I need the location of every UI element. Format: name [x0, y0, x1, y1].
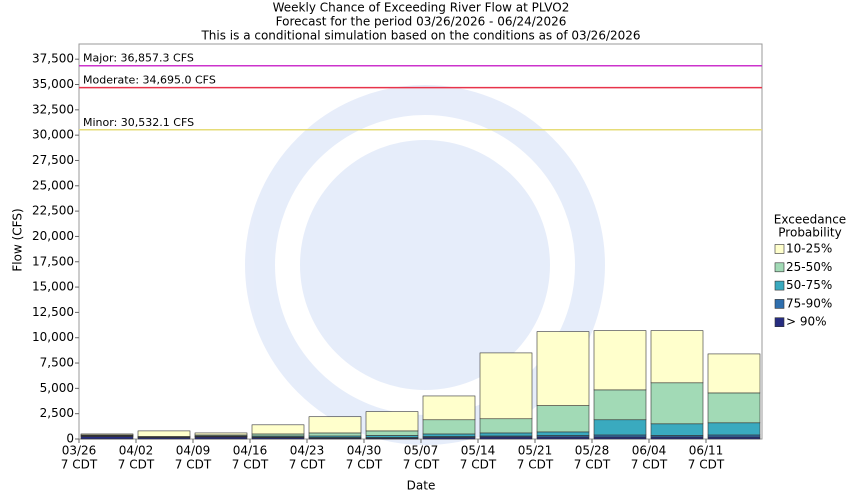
x-tick-label: 06/04: [632, 444, 667, 458]
y-tick-label: 2,500: [40, 406, 74, 420]
bar-segment: [80, 436, 134, 440]
bar-segment: [479, 352, 533, 420]
x-tick-sublabel: 7 CDT: [118, 458, 155, 472]
bar-segment: [707, 422, 761, 436]
chart-title: Forecast for the period 03/26/2026 - 06/…: [276, 15, 567, 29]
bar-segment: [707, 434, 761, 438]
x-tick-sublabel: 7 CDT: [460, 458, 497, 472]
bar-segment: [194, 436, 248, 440]
x-tick-label: 04/16: [233, 444, 268, 458]
bar-segment: [593, 436, 647, 440]
y-tick-label: 30,000: [32, 128, 74, 142]
legend-swatch: [774, 244, 785, 254]
bar-segment: [536, 431, 590, 436]
y-tick-label: 17,500: [32, 254, 74, 268]
bar-segment: [365, 411, 419, 432]
bar-segment: [80, 433, 134, 436]
legend-swatch: [774, 299, 785, 309]
x-tick-label: 04/23: [290, 444, 325, 458]
bar-segment: [650, 423, 704, 436]
x-tick-sublabel: 7 CDT: [631, 458, 668, 472]
bar-segment: [536, 436, 590, 440]
bar-segment: [479, 436, 533, 440]
legend-label: 10-25%: [786, 242, 832, 256]
bar-segment: [308, 432, 362, 437]
bar-segment: [251, 433, 305, 437]
threshold-label: Minor: 30,532.1 CFS: [83, 116, 194, 129]
bar-segment: [650, 330, 704, 384]
threshold-label: Moderate: 34,695.0 CFS: [83, 74, 216, 87]
bar-segment: [593, 330, 647, 391]
watermark-disc: [300, 140, 550, 390]
x-tick-label: 05/21: [518, 444, 553, 458]
y-tick-label: 35,000: [32, 77, 74, 91]
bar-segment: [593, 419, 647, 436]
legend-title: Probability: [778, 226, 841, 240]
bar-segment: [593, 389, 647, 421]
y-tick-label: 25,000: [32, 178, 74, 192]
bar-segment: [422, 395, 476, 421]
x-tick-label: 04/30: [347, 444, 382, 458]
bar-segment: [422, 419, 476, 435]
x-tick-label: 03/26: [62, 444, 97, 458]
bar-segment: [308, 416, 362, 434]
y-tick-label: 32,500: [32, 102, 74, 116]
y-tick-label: 27,500: [32, 153, 74, 167]
x-tick-sublabel: 7 CDT: [574, 458, 611, 472]
bar-segment: [707, 353, 761, 394]
chart-title: This is a conditional simulation based o…: [200, 29, 640, 43]
y-tick-label: 5,000: [40, 381, 74, 395]
y-tick-label: 0: [66, 432, 74, 446]
y-axis-label: Flow (CFS): [11, 208, 25, 271]
threshold-label: Major: 36,857.3 CFS: [83, 52, 194, 65]
bar-segment: [479, 418, 533, 434]
x-tick-sublabel: 7 CDT: [232, 458, 269, 472]
x-tick-sublabel: 7 CDT: [688, 458, 725, 472]
y-tick-label: 12,500: [32, 305, 74, 319]
x-tick-label: 04/09: [176, 444, 211, 458]
y-tick-label: 7,500: [40, 356, 74, 370]
x-tick-sublabel: 7 CDT: [61, 458, 98, 472]
chart-title: Weekly Chance of Exceeding River Flow at…: [273, 1, 570, 15]
y-tick-label: 20,000: [32, 229, 74, 243]
legend-label: 25-50%: [786, 260, 832, 274]
bar-segment: [707, 392, 761, 424]
y-tick-label: 10,000: [32, 330, 74, 344]
x-tick-label: 05/28: [575, 444, 610, 458]
legend-swatch: [774, 317, 785, 328]
bar-segment: [479, 432, 533, 437]
legend-label: > 90%: [786, 315, 827, 329]
bar-segment: [593, 434, 647, 438]
x-tick-label: 04/02: [119, 444, 154, 458]
bar-segment: [536, 331, 590, 406]
x-tick-label: 05/07: [404, 444, 439, 458]
x-axis-label: Date: [407, 479, 436, 493]
x-tick-label: 06/11: [689, 444, 724, 458]
x-tick-sublabel: 7 CDT: [517, 458, 554, 472]
bar-segment: [650, 436, 704, 440]
x-tick-sublabel: 7 CDT: [346, 458, 383, 472]
legend-title: Exceedance: [774, 213, 846, 227]
y-tick-label: 22,500: [32, 204, 74, 218]
legend-swatch: [774, 262, 785, 273]
legend-label: 50-75%: [786, 278, 832, 292]
bar-segment: [536, 405, 590, 433]
x-tick-sublabel: 7 CDT: [289, 458, 326, 472]
bar-segment: [422, 433, 476, 437]
x-tick-sublabel: 7 CDT: [175, 458, 212, 472]
bar-segment: [251, 424, 305, 435]
bar-segment: [650, 382, 704, 425]
bar-segment: [707, 436, 761, 440]
x-tick-label: 05/14: [461, 444, 496, 458]
y-tick-label: 15,000: [32, 280, 74, 294]
bar-segment: [194, 432, 248, 436]
bar-segment: [365, 435, 419, 438]
bar-segment: [365, 430, 419, 436]
y-tick-label: 37,500: [32, 52, 74, 66]
legend-swatch: [774, 280, 785, 291]
bar-segment: [137, 430, 191, 437]
legend-label: 75-90%: [786, 296, 832, 310]
x-tick-sublabel: 7 CDT: [403, 458, 440, 472]
